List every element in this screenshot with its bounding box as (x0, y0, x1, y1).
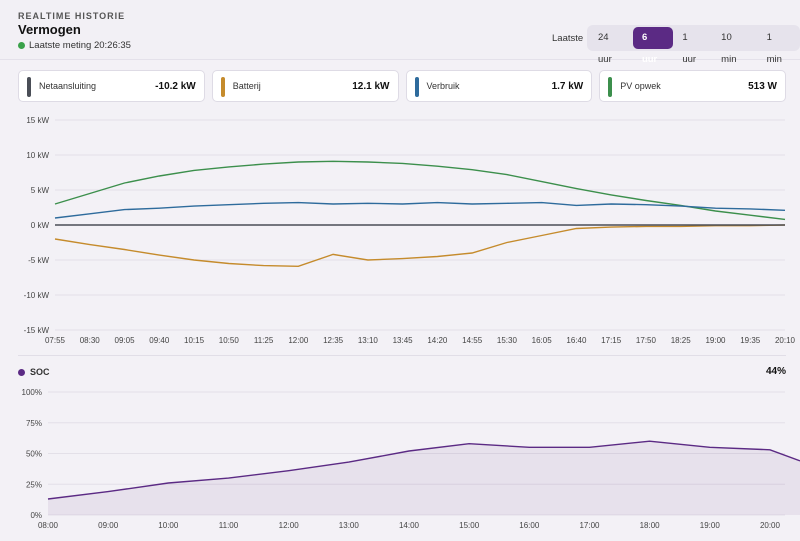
y-tick-label: 0% (30, 511, 42, 520)
y-tick-label: -15 kW (24, 326, 50, 335)
range-6-uur[interactable]: 6 uur (632, 27, 674, 65)
card-pv-opwek[interactable]: PV opwek 513 W (599, 70, 786, 102)
x-tick-label: 15:00 (459, 521, 480, 530)
x-tick-label: 10:00 (158, 521, 179, 530)
y-tick-label: -10 kW (24, 291, 50, 300)
y-tick-label: 0 kW (31, 221, 50, 230)
card-color-bar (27, 77, 31, 97)
range-1-min[interactable]: 1 min (766, 32, 782, 65)
range-10-min[interactable]: 10 min (721, 32, 737, 65)
card-color-bar (608, 77, 613, 97)
card-verbruik[interactable]: Verbruik 1.7 kW (405, 70, 593, 102)
divider (18, 355, 786, 356)
x-tick-label: 08:00 (38, 521, 59, 530)
status-dot-icon (18, 42, 25, 49)
x-tick-label: 13:10 (358, 336, 379, 345)
y-tick-label: 100% (22, 388, 42, 397)
x-tick-label: 09:40 (149, 336, 170, 345)
range-label: Laatste (552, 33, 584, 44)
x-tick-label: 09:05 (115, 336, 136, 345)
x-tick-label: 13:45 (393, 336, 414, 345)
x-tick-label: 14:00 (399, 521, 420, 530)
x-tick-label: 12:00 (288, 336, 309, 345)
metric-cards: Netaansluiting -10.2 kW Batterij 12.1 kW… (18, 70, 786, 102)
soc-dot-icon (18, 368, 25, 376)
x-tick-label: 19:00 (705, 336, 726, 345)
series-line-batterij (54, 224, 786, 268)
x-tick-label: 16:00 (519, 521, 540, 530)
x-tick-label: 12:00 (279, 521, 300, 530)
x-tick-label: 14:20 (427, 336, 448, 345)
card-color-bar (414, 77, 419, 97)
x-tick-label: 13:00 (339, 521, 360, 530)
section-label: REALTIME HISTORIE (18, 11, 126, 21)
x-tick-label: 16:40 (566, 336, 587, 345)
range-selector: 24 uur 6 uur 1 uur 10 min 1 min (587, 25, 800, 65)
y-tick-label: 25% (26, 480, 42, 489)
card-color-bar (220, 77, 225, 97)
card-value: -10.2 kW (155, 80, 196, 92)
y-tick-label: 10 kW (26, 151, 49, 160)
x-tick-label: 07:55 (45, 336, 66, 345)
card-label: Verbruik (426, 81, 460, 91)
series-line-verbruik (54, 201, 786, 219)
x-tick-label: 09:00 (98, 521, 119, 530)
card-label: Batterij (232, 81, 261, 91)
range-24-uur[interactable]: 24 uur (598, 32, 612, 65)
x-tick-label: 14:55 (462, 336, 483, 345)
card-value: 513 W (748, 80, 777, 92)
x-tick-label: 20:10 (775, 336, 796, 345)
card-value: 12.1 kW (352, 80, 390, 92)
x-tick-label: 17:00 (579, 521, 600, 530)
card-netaansluiting[interactable]: Netaansluiting -10.2 kW (18, 70, 205, 102)
card-label: PV opwek (620, 81, 661, 91)
y-tick-label: 15 kW (26, 116, 49, 125)
x-tick-label: 11:00 (219, 521, 239, 530)
y-tick-label: -5 kW (28, 256, 49, 265)
y-tick-label: 50% (26, 450, 42, 459)
x-tick-label: 11:25 (254, 336, 274, 345)
x-tick-label: 08:30 (80, 336, 101, 345)
y-tick-label: 5 kW (31, 186, 50, 195)
x-tick-label: 19:00 (700, 521, 721, 530)
soc-legend: SOC (18, 367, 50, 377)
series-line-pv-opwek (54, 160, 786, 221)
x-tick-label: 18:00 (640, 521, 661, 530)
x-tick-label: 19:35 (740, 336, 761, 345)
y-tick-label: 75% (26, 419, 42, 428)
x-tick-label: 20:00 (760, 521, 781, 530)
soc-legend-label: SOC (30, 367, 50, 377)
x-tick-label: 18:25 (671, 336, 692, 345)
header: REALTIME HISTORIE Vermogen Laatste metin… (0, 0, 800, 65)
x-tick-label: 10:15 (184, 336, 205, 345)
card-batterij[interactable]: Batterij 12.1 kW (211, 70, 399, 102)
page-title: Vermogen (18, 22, 81, 37)
x-tick-label: 17:50 (636, 336, 657, 345)
x-tick-label: 17:15 (601, 336, 622, 345)
x-tick-label: 12:35 (323, 336, 344, 345)
range-1-uur[interactable]: 1 uur (682, 32, 697, 65)
card-label: Netaansluiting (39, 81, 97, 91)
status-text: Laatste meting 20:26:35 (29, 40, 131, 51)
last-measurement-status: Laatste meting 20:26:35 (18, 40, 131, 51)
soc-line (47, 440, 800, 500)
x-tick-label: 10:50 (219, 336, 240, 345)
soc-area-fill (48, 441, 800, 515)
soc-current-value: 44% (765, 366, 786, 377)
soc-chart[interactable]: 100% 75% 50% 25% 0%08:00 09:00 10:00 11:00 12:00… (0, 360, 800, 541)
x-tick-label: 16:05 (532, 336, 553, 345)
x-tick-label: 15:30 (497, 336, 518, 345)
power-chart[interactable]: 15 kW 10 kW 5 kW 0 kW -5 kW -10 kW -15 kW07:55… (0, 110, 800, 355)
card-value: 1.7 kW (551, 80, 584, 92)
